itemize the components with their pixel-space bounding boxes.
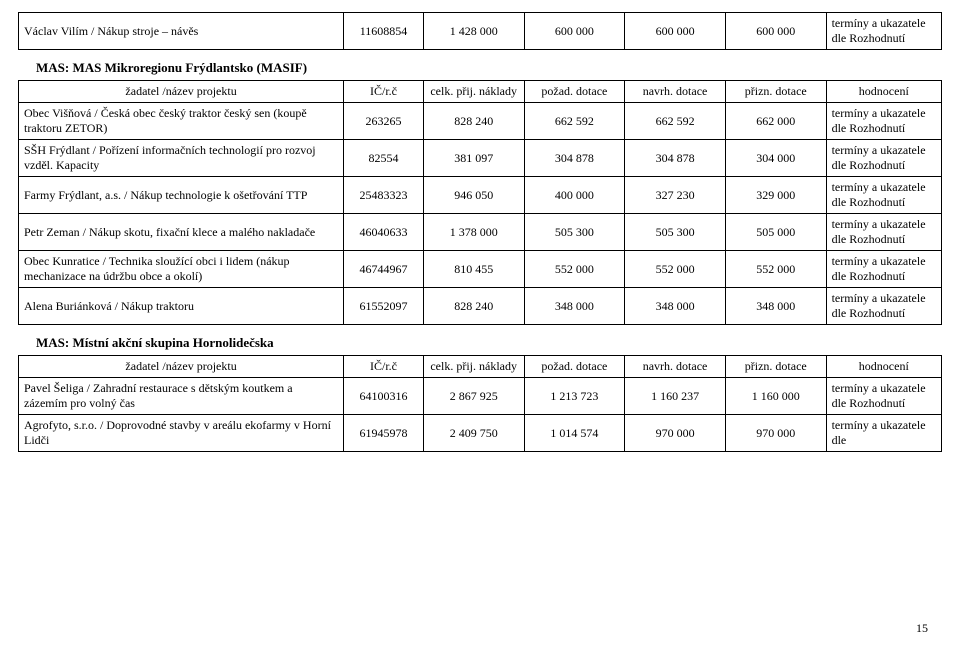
cell-c1: 381 097 (423, 140, 524, 177)
col-ic: IČ/r.č (344, 356, 424, 378)
cell-name: SŠH Frýdlant / Pořízení informačních tec… (19, 140, 344, 177)
cell-c3: 552 000 (625, 251, 726, 288)
cell-c1: 946 050 (423, 177, 524, 214)
col-navrh: navrh. dotace (625, 356, 726, 378)
cell-c1: 2 409 750 (423, 415, 524, 452)
table-row: Obec Kunratice / Technika sloužící obci … (19, 251, 942, 288)
cell-h: termíny a ukazatele dle Rozhodnutí (826, 103, 941, 140)
cell-ic: 46744967 (344, 251, 424, 288)
cell-c4: 304 000 (725, 140, 826, 177)
cell-h: termíny a ukazatele dle Rozhodnutí (826, 13, 941, 50)
cell-h: termíny a ukazatele dle Rozhodnutí (826, 251, 941, 288)
col-zadatel: žadatel /název projektu (19, 81, 344, 103)
col-navrh: navrh. dotace (625, 81, 726, 103)
cell-c4: 348 000 (725, 288, 826, 325)
cell-c4: 1 160 000 (725, 378, 826, 415)
cell-c1: 1 378 000 (423, 214, 524, 251)
cell-c1: 1 428 000 (423, 13, 524, 50)
cell-c1: 828 240 (423, 288, 524, 325)
cell-c4: 662 000 (725, 103, 826, 140)
table-row: Pavel Šeliga / Zahradní restaurace s dět… (19, 378, 942, 415)
col-hodn: hodnocení (826, 356, 941, 378)
cell-name: Alena Buriánková / Nákup traktoru (19, 288, 344, 325)
cell-c2: 304 878 (524, 140, 625, 177)
cell-ic: 64100316 (344, 378, 424, 415)
section1-title: MAS: MAS Mikroregionu Frýdlantsko (MASIF… (36, 60, 942, 76)
cell-c3: 304 878 (625, 140, 726, 177)
cell-c3: 348 000 (625, 288, 726, 325)
cell-c3: 662 592 (625, 103, 726, 140)
col-pozad: požad. dotace (524, 356, 625, 378)
table-row: Petr Zeman / Nákup skotu, fixační klece … (19, 214, 942, 251)
col-ic: IČ/r.č (344, 81, 424, 103)
cell-c3: 970 000 (625, 415, 726, 452)
cell-name: Agrofyto, s.r.o. / Doprovodné stavby v a… (19, 415, 344, 452)
cell-c3: 327 230 (625, 177, 726, 214)
cell-h: termíny a ukazatele dle Rozhodnutí (826, 378, 941, 415)
table-row: SŠH Frýdlant / Pořízení informačních tec… (19, 140, 942, 177)
cell-c3: 505 300 (625, 214, 726, 251)
cell-ic: 263265 (344, 103, 424, 140)
col-prizn: přizn. dotace (725, 81, 826, 103)
cell-ic: 46040633 (344, 214, 424, 251)
cell-c2: 1 213 723 (524, 378, 625, 415)
cell-h: termíny a ukazatele dle Rozhodnutí (826, 177, 941, 214)
col-hodn: hodnocení (826, 81, 941, 103)
cell-ic: 61552097 (344, 288, 424, 325)
col-celk: celk. přij. náklady (423, 81, 524, 103)
cell-name: Pavel Šeliga / Zahradní restaurace s dět… (19, 378, 344, 415)
cell-ic: 25483323 (344, 177, 424, 214)
cell-ic: 61945978 (344, 415, 424, 452)
cell-name: Farmy Frýdlant, a.s. / Nákup technologie… (19, 177, 344, 214)
cell-c2: 348 000 (524, 288, 625, 325)
page-number: 15 (916, 621, 928, 636)
col-prizn: přizn. dotace (725, 356, 826, 378)
section2-table: žadatel /název projektu IČ/r.č celk. při… (18, 355, 942, 452)
cell-c3: 1 160 237 (625, 378, 726, 415)
col-zadatel: žadatel /název projektu (19, 356, 344, 378)
table-row: Farmy Frýdlant, a.s. / Nákup technologie… (19, 177, 942, 214)
table-row: Alena Buriánková / Nákup traktoru6155209… (19, 288, 942, 325)
cell-ic: 11608854 (344, 13, 424, 50)
cell-c1: 810 455 (423, 251, 524, 288)
col-pozad: požad. dotace (524, 81, 625, 103)
table-row: Václav Vilím / Nákup stroje – návěs 1160… (19, 13, 942, 50)
cell-c2: 662 592 (524, 103, 625, 140)
cell-c4: 970 000 (725, 415, 826, 452)
cell-h: termíny a ukazatele dle (826, 415, 941, 452)
top-table: Václav Vilím / Nákup stroje – návěs 1160… (18, 12, 942, 50)
cell-h: termíny a ukazatele dle Rozhodnutí (826, 140, 941, 177)
cell-c4: 552 000 (725, 251, 826, 288)
section1-table: žadatel /název projektu IČ/r.č celk. při… (18, 80, 942, 325)
section2-title: MAS: Místní akční skupina Hornolidečska (36, 335, 942, 351)
cell-c4: 505 000 (725, 214, 826, 251)
cell-c4: 329 000 (725, 177, 826, 214)
cell-h: termíny a ukazatele dle Rozhodnutí (826, 288, 941, 325)
table-header-row: žadatel /název projektu IČ/r.č celk. při… (19, 356, 942, 378)
table-header-row: žadatel /název projektu IČ/r.č celk. při… (19, 81, 942, 103)
cell-c2: 400 000 (524, 177, 625, 214)
table-row: Obec Višňová / Česká obec český traktor … (19, 103, 942, 140)
col-celk: celk. přij. náklady (423, 356, 524, 378)
cell-name: Obec Višňová / Česká obec český traktor … (19, 103, 344, 140)
table-row: Agrofyto, s.r.o. / Doprovodné stavby v a… (19, 415, 942, 452)
cell-name: Václav Vilím / Nákup stroje – návěs (19, 13, 344, 50)
cell-name: Obec Kunratice / Technika sloužící obci … (19, 251, 344, 288)
cell-ic: 82554 (344, 140, 424, 177)
cell-c2: 505 300 (524, 214, 625, 251)
cell-c2: 552 000 (524, 251, 625, 288)
cell-c2: 600 000 (524, 13, 625, 50)
cell-c3: 600 000 (625, 13, 726, 50)
cell-c4: 600 000 (725, 13, 826, 50)
cell-h: termíny a ukazatele dle Rozhodnutí (826, 214, 941, 251)
cell-c1: 828 240 (423, 103, 524, 140)
cell-c2: 1 014 574 (524, 415, 625, 452)
cell-name: Petr Zeman / Nákup skotu, fixační klece … (19, 214, 344, 251)
cell-c1: 2 867 925 (423, 378, 524, 415)
